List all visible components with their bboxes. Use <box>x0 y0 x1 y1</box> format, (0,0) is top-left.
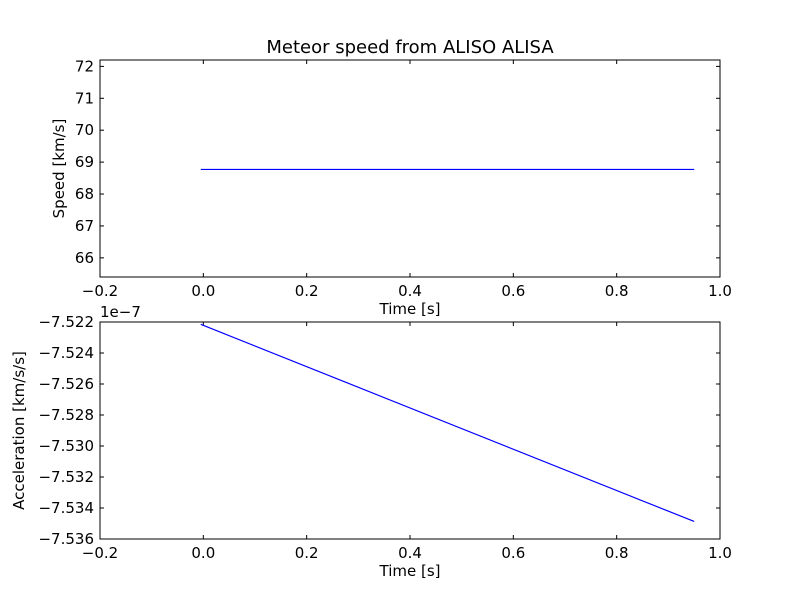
acceleration-xtick-label: 0.0 <box>191 544 215 562</box>
acceleration-xtick-label: −0.2 <box>82 544 118 562</box>
acceleration-ytick-label: −7.532 <box>38 468 94 486</box>
speed-chart-title: Meteor speed from ALISO ALISA <box>266 37 554 58</box>
speed-x-axis-label: Time [s] <box>379 300 441 318</box>
speed-xtick-label: −0.2 <box>82 282 118 300</box>
acceleration-ytick-label: −7.524 <box>38 344 94 362</box>
acceleration-xtick-label: 0.8 <box>605 544 629 562</box>
speed-ytick-label: 69 <box>75 153 94 171</box>
acceleration-ytick-label: −7.526 <box>38 375 94 393</box>
speed-ytick-label: 68 <box>75 185 94 203</box>
acceleration-y-axis-label: Acceleration [km/s/s] <box>10 351 28 510</box>
acceleration-xtick-label: 1.0 <box>708 544 732 562</box>
speed-xtick-label: 0.2 <box>295 282 319 300</box>
speed-xtick-label: 0.8 <box>605 282 629 300</box>
acceleration-ytick-label: −7.534 <box>38 499 94 517</box>
speed-xtick-label: 1.0 <box>708 282 732 300</box>
speed-ytick-label: 66 <box>75 249 94 267</box>
speed-xtick-label: 0.4 <box>398 282 422 300</box>
acceleration-ytick-label: −7.536 <box>38 530 94 548</box>
acceleration-series-line <box>200 323 695 523</box>
speed-y-axis-label: Speed [km/s] <box>50 119 68 219</box>
speed-ytick-label: 71 <box>75 89 94 107</box>
acceleration-chart: −0.2 0.0 0.2 0.4 0.6 0.8 1.0 −7.522 −7.524 −7.526… <box>10 303 732 580</box>
speed-xtick-label: 0.0 <box>191 282 215 300</box>
speed-ytick-label: 70 <box>75 121 94 139</box>
acceleration-xtick-label: 0.4 <box>398 544 422 562</box>
speed-ytick-label: 72 <box>75 57 94 75</box>
acceleration-ytick-label: −7.528 <box>38 406 94 424</box>
speed-xtick-label: 0.6 <box>501 282 525 300</box>
acceleration-xtick-label: 0.6 <box>501 544 525 562</box>
acceleration-xtick-label: 0.2 <box>295 544 319 562</box>
acceleration-ytick-label: −7.530 <box>38 437 94 455</box>
speed-ytick-label: 67 <box>75 217 94 235</box>
speed-chart: −0.2 0.0 0.2 0.4 0.6 0.8 1.0 66 67 68 69 70 71 72 Time… <box>50 37 732 318</box>
acceleration-ytick-label: −7.522 <box>38 313 94 331</box>
acceleration-x-axis-label: Time [s] <box>379 562 441 580</box>
acceleration-offset-text: 1e−7 <box>100 303 141 321</box>
